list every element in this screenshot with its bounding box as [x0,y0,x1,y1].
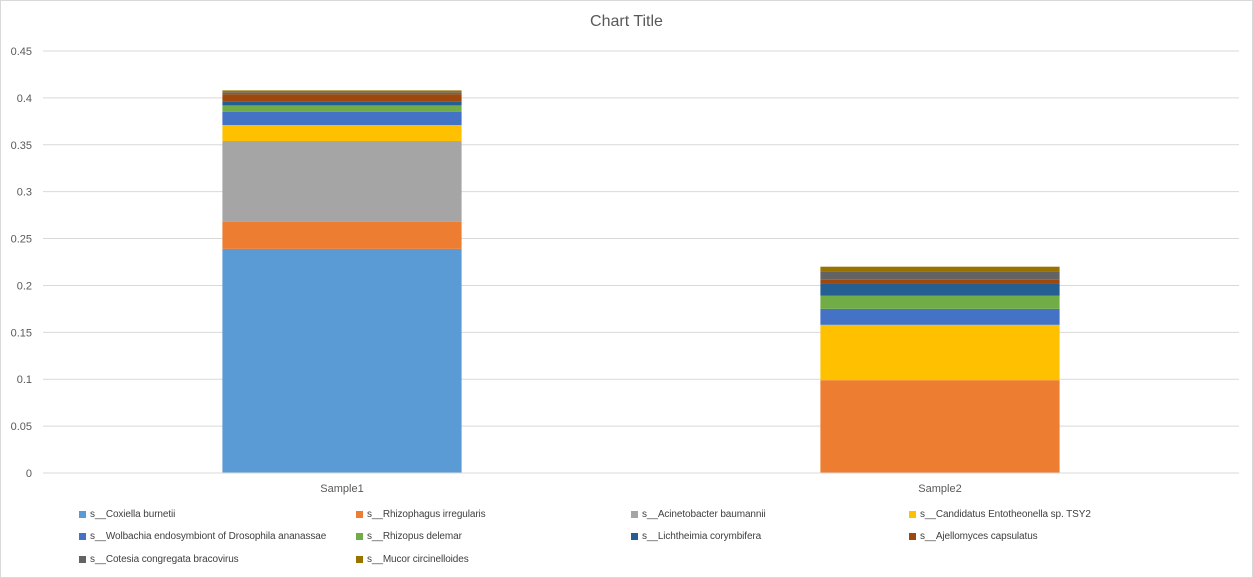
y-tick-label: 0.15 [11,327,32,339]
legend-label: s__Acinetobacter baumannii [642,509,766,520]
bar-stacks [222,90,1060,473]
bar-segment [820,266,1060,272]
y-tick-label: 0.1 [17,374,32,386]
bar-segment [222,94,462,102]
legend-item: s__Rhizopus delemar [356,531,462,542]
legend-label: s__Rhizopus delemar [367,531,462,542]
legend-swatch [79,533,86,540]
legend-swatch [356,533,363,540]
y-tick-label: 0.05 [11,421,32,433]
bar-segment [820,295,1060,309]
legend-label: s__Candidatus Entotheonella sp. TSY2 [920,509,1091,520]
y-tick-label: 0.25 [11,234,32,246]
bar-segment [222,221,462,249]
axes: 0 0.05 0.1 0.15 0.2 0.25 0.3 0.35 0.4 0.45 Sample1… [11,46,1239,495]
legend-swatch [79,511,86,518]
bar-segment [222,90,462,93]
legend-swatch [909,511,916,518]
legend-label: s__Coxiella burnetii [90,509,176,520]
legend-item: s__Wolbachia endosymbiont of Drosophila … [79,531,326,542]
bar-segment [820,380,1060,473]
y-tick-label: 0 [26,468,32,480]
legend: s__Coxiella burnetii s__Rhizophagus irreg… [79,509,1239,571]
bar-segment [820,271,1060,280]
legend-item: s__Cotesia congregata bracovirus [79,554,239,565]
legend-item: s__Candidatus Entotheonella sp. TSY2 [909,509,1091,520]
legend-swatch [79,556,86,563]
legend-swatch [909,533,916,540]
bar-segment [222,101,462,106]
y-tick-label: 0.45 [11,46,32,58]
legend-swatch [356,556,363,563]
y-tick-label: 0.35 [11,140,32,152]
bar-segment [820,279,1060,284]
legend-label: s__Mucor circinelloides [367,554,469,565]
bar-segment [820,308,1060,325]
y-tick-label: 0.3 [17,187,32,199]
bar-segment [222,141,462,222]
legend-item: s__Acinetobacter baumannii [631,509,766,520]
legend-swatch [631,533,638,540]
bar-segment [222,111,462,126]
chart-title: Chart Title [590,13,663,30]
legend-label: s__Cotesia congregata bracovirus [90,554,239,565]
bar-segment [222,105,462,112]
bar-segment [222,248,462,473]
legend-item: s__Mucor circinelloides [356,554,469,565]
bar-segment [222,125,462,142]
bar-segment [820,324,1060,381]
x-tick-label: Sample2 [918,483,961,495]
y-tick-label: 0.2 [17,280,32,292]
legend-item: s__Lichtheimia corymbifera [631,531,761,542]
bar-segment [820,283,1060,296]
bar-segment [222,92,462,95]
legend-item: s__Ajellomyces capsulatus [909,531,1038,542]
legend-item: s__Coxiella burnetii [79,509,175,520]
x-tick-label: Sample1 [320,483,363,495]
legend-swatch [356,511,363,518]
legend-label: s__Rhizophagus irregularis [367,509,486,520]
legend-label: s__Lichtheimia corymbifera [642,531,762,542]
legend-swatch [631,511,638,518]
legend-item: s__Rhizophagus irregularis [356,509,486,520]
legend-label: s__Ajellomyces capsulatus [920,531,1038,542]
y-tick-label: 0.4 [17,93,32,105]
bar-stack-sample2 [820,266,1060,473]
bar-stack-sample1 [222,90,462,473]
legend-label: s__Wolbachia endosymbiont of Drosophila … [90,531,327,542]
